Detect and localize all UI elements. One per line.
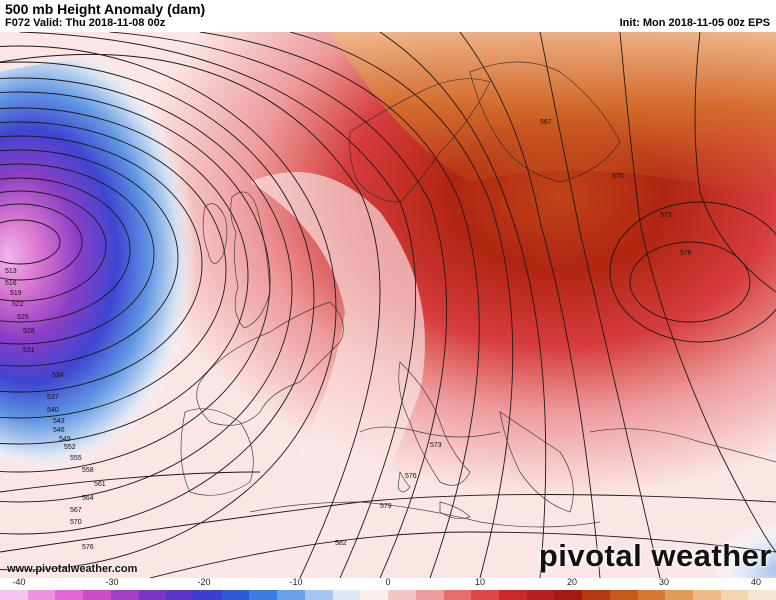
colorbar-swatch (471, 590, 499, 600)
colorbar-swatch (0, 590, 28, 600)
contour-label: 558 (82, 467, 94, 474)
contour-label: 582 (335, 540, 347, 547)
colorbar-swatch (443, 590, 472, 600)
valid-time: F072 Valid: Thu 2018-11-08 00z (5, 17, 166, 29)
colorbar-swatch (83, 590, 111, 600)
colorbar-swatch (138, 590, 167, 600)
colorbar-swatch (277, 590, 305, 600)
colorbar-swatch (554, 590, 583, 600)
colorbar-swatch (194, 590, 222, 600)
contour-label: 534 (52, 372, 64, 379)
contour-label: 561 (94, 481, 106, 488)
colorbar-tick: 40 (750, 577, 762, 587)
contour-label: 543 (53, 418, 65, 425)
contour-label: 567 (70, 507, 82, 514)
west-contour-labels: 513 516 519 522 525 528 531 534 537 540 … (5, 268, 106, 551)
contour-label: 546 (53, 427, 65, 434)
colorbar-swatch (110, 590, 139, 600)
height-contours (0, 32, 776, 578)
contour-label: 513 (5, 268, 17, 275)
colorbar-swatch (27, 590, 56, 600)
colorbar-swatch (166, 590, 195, 600)
contour-label: 576 (82, 544, 94, 551)
contour-label: 540 (47, 407, 59, 414)
colorbar-tick: 10 (474, 577, 486, 587)
colorbar-swatch (720, 590, 749, 600)
contour-label: 528 (23, 328, 35, 335)
anomaly-map: 513 516 519 522 525 528 531 534 537 540 … (0, 32, 776, 578)
colorbar-swatch (55, 590, 84, 600)
contour-label: 576 (680, 250, 692, 257)
contour-label: 576 (405, 473, 417, 480)
contour-label: 570 (70, 519, 82, 526)
colorbar-swatch (415, 590, 444, 600)
contour-label: 531 (23, 347, 35, 354)
colorbar-tick-labels: -40 -30 -20 -10 0 10 20 30 40 (0, 577, 776, 589)
site-url: www.pivotalweather.com (7, 563, 138, 575)
header: 500 mb Height Anomaly (dam) F072 Valid: … (0, 0, 776, 32)
map-canvas: 513 516 519 522 525 528 531 534 537 540 … (0, 32, 776, 578)
colorbar-swatch (665, 590, 693, 600)
colorbar-swatch (609, 590, 638, 600)
pivotal-weather-logo: pivotal weather (538, 538, 772, 573)
colorbar-tick: 20 (566, 577, 578, 587)
colorbar-swatch (249, 590, 278, 600)
contour-label: 516 (5, 280, 17, 287)
contour-label: 519 (10, 290, 22, 297)
contour-label: 525 (17, 314, 29, 321)
colorbar-swatch (692, 590, 721, 600)
colorbar-tick: -10 (289, 577, 303, 587)
colorbar-swatch (748, 590, 776, 600)
colorbar-swatch (388, 590, 416, 600)
colorbar-swatch (304, 590, 333, 600)
contour-label: 570 (612, 173, 624, 180)
coastlines (180, 61, 776, 528)
contour-label: 555 (70, 455, 82, 462)
contour-label: 567 (540, 119, 552, 126)
contour-label: 573 (660, 212, 672, 219)
contour-label: 579 (380, 503, 392, 510)
colorbar-tick: 0 (385, 577, 391, 587)
colorbar-swatch (332, 590, 361, 600)
contour-label: 564 (82, 495, 94, 502)
colorbar-tick: -40 (12, 577, 26, 587)
colorbar-swatch (526, 590, 555, 600)
colorbar-tick: -20 (197, 577, 211, 587)
contour-label: 573 (430, 442, 442, 449)
contour-label: 537 (47, 394, 59, 401)
colorbar-swatch (360, 590, 389, 600)
colorbar-swatch (582, 590, 610, 600)
east-contour-labels: 567 570 573 576 573 576 579 582 (335, 119, 692, 547)
contour-label: 549 (59, 436, 71, 443)
colorbar (0, 590, 776, 600)
contour-label: 522 (12, 301, 24, 308)
colorbar-tick: -30 (105, 577, 119, 587)
colorbar-swatch (221, 590, 250, 600)
colorbar-swatch (637, 590, 666, 600)
init-time: Init: Mon 2018-11-05 00z EPS (619, 17, 770, 29)
colorbar-tick: 30 (658, 577, 670, 587)
contour-label: 552 (64, 444, 76, 451)
colorbar-swatch (498, 590, 527, 600)
map-title: 500 mb Height Anomaly (dam) (5, 1, 206, 17)
